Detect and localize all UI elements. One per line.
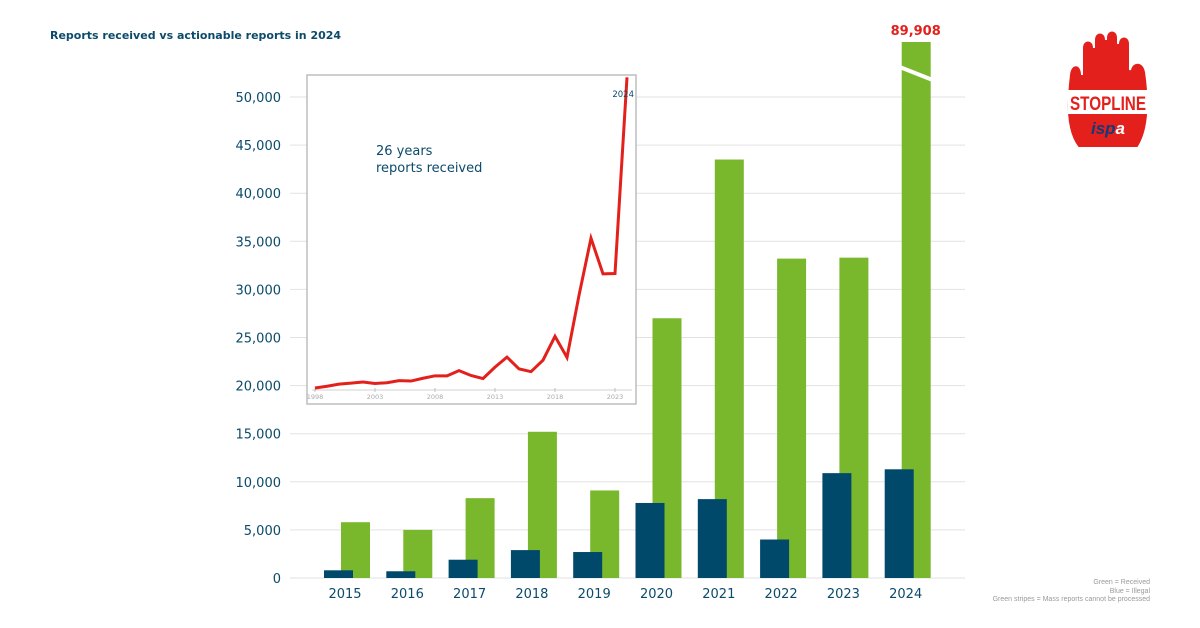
x-tick-label: 2020	[640, 587, 673, 602]
y-tick-label: 40,000	[236, 187, 282, 202]
legend-illegal: Blue = Illegal	[1109, 587, 1150, 595]
inset-x-tick-label: 2023	[607, 393, 624, 401]
x-tick-label: 2022	[765, 587, 798, 602]
y-tick-label: 15,000	[236, 428, 282, 443]
chart-title: Reports received vs actionable reports i…	[50, 29, 342, 42]
inset-x-tick-label: 2018	[547, 393, 564, 401]
inset-end-label: 2024	[612, 90, 634, 100]
legend-stripes: Green stripes = Mass reports cannot be p…	[992, 596, 1150, 603]
x-tick-label: 2018	[515, 587, 548, 602]
x-tick-label: 2017	[453, 587, 486, 602]
y-tick-label: 0	[273, 572, 281, 587]
bar-illegal	[697, 499, 727, 578]
inset-subtitle: reports received	[376, 161, 482, 176]
x-tick-label: 2021	[702, 587, 735, 602]
bar-received	[777, 258, 807, 578]
inset-frame	[306, 74, 637, 405]
bar-illegal	[448, 559, 478, 578]
y-tick-label: 10,000	[236, 476, 282, 491]
bar-illegal	[884, 469, 914, 578]
bar-received	[341, 522, 370, 578]
bar-illegal	[324, 570, 353, 578]
y-tick-label: 50,000	[236, 91, 282, 106]
x-tick-label: 2019	[578, 587, 611, 602]
inset-line-chart: 1998 2003 2008 2013 2018 2023 2024 26 years repo…	[306, 74, 637, 405]
inset-x-tick-label: 2008	[427, 393, 444, 401]
y-tick-label: 45,000	[236, 139, 282, 154]
inset-x-tick-label: 2003	[367, 393, 384, 401]
bar-received	[403, 529, 433, 578]
axis-break-mark	[898, 65, 934, 82]
x-tick-label: 2023	[827, 587, 860, 602]
bar-value-label: 89,908	[891, 24, 941, 39]
y-tick-label: 5,000	[244, 524, 281, 539]
y-tick-label: 20,000	[236, 380, 282, 395]
y-tick-label: 35,000	[236, 235, 282, 250]
bar-illegal	[760, 539, 790, 578]
inset-title: 26 years	[376, 144, 433, 159]
y-tick-label: 30,000	[236, 283, 282, 298]
bar-illegal	[510, 550, 540, 578]
bar-illegal	[573, 552, 603, 578]
legend: Green = Received Blue = Illegal Green st…	[993, 579, 1150, 605]
bar-illegal	[822, 473, 852, 578]
y-tick-label: 25,000	[236, 332, 282, 347]
x-tick-label: 2024	[889, 587, 922, 602]
inset-x-tick-label: 2013	[487, 393, 504, 401]
bar-illegal	[635, 502, 665, 578]
inset-x-tick-label: 1998	[307, 393, 324, 401]
x-tick-label: 2015	[328, 587, 361, 602]
bar-illegal	[386, 571, 416, 578]
legend-received: Green = Received	[1093, 579, 1150, 586]
x-tick-label: 2016	[391, 587, 424, 602]
